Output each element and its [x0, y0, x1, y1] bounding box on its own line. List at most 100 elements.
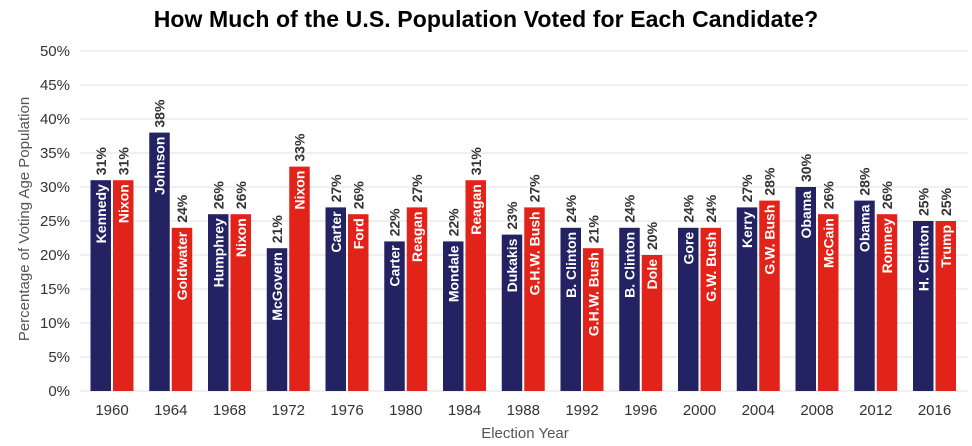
bar-republican-2012 — [876, 214, 898, 391]
bar-value-label: 21% — [585, 215, 601, 244]
bar-candidate-label: Nixon — [292, 171, 308, 210]
bar-value-label: 25% — [915, 187, 931, 216]
bar-value-label: 22% — [445, 208, 461, 237]
bar-value-label: 31% — [468, 147, 484, 176]
bar-candidate-label: G.H.W. Bush — [585, 252, 601, 336]
y-axis-label: Percentage of Voting Age Population — [16, 97, 33, 341]
bar-candidate-label: H. Clinton — [915, 225, 931, 291]
bar-candidate-label: Nixon — [115, 184, 131, 223]
bar-candidate-label: Obama — [798, 191, 814, 239]
x-tick-label: 2012 — [859, 402, 892, 419]
x-tick-label: 1972 — [272, 402, 305, 419]
x-tick-label: 1968 — [213, 402, 246, 419]
x-tick-label: 2000 — [683, 402, 716, 419]
x-axis-label: Election Year — [481, 425, 569, 442]
bar-candidate-label: Goldwater — [174, 231, 190, 300]
bar-democrat-1988 — [501, 234, 523, 391]
bar-value-label: 38% — [152, 99, 168, 128]
bar-republican-2004 — [759, 200, 780, 391]
bar-candidate-label: Trump — [938, 225, 954, 268]
bar-democrat-1964 — [149, 132, 170, 391]
y-axis-ticks: 0% 5% 10% 15% 20% 25% 30% 35% 40% 45% 50% — [40, 43, 70, 400]
bar-value-label: 22% — [387, 208, 403, 237]
bar-candidate-label: Reagan — [468, 184, 484, 235]
bar-candidate-label: McGovern — [269, 252, 285, 320]
x-tick-label: 2016 — [918, 402, 951, 419]
y-tick-label: 30% — [40, 179, 70, 196]
bar-republican-1988 — [524, 207, 545, 391]
bar-republican-1996 — [641, 255, 663, 391]
bar-candidate-label: Johnson — [152, 137, 168, 195]
bar-candidate-label: Gore — [680, 232, 696, 265]
y-tick-label: 45% — [40, 77, 70, 94]
y-tick-label: 20% — [40, 247, 70, 264]
bar-value-label: 24% — [563, 194, 579, 223]
bar-candidate-label: Kennedy — [93, 184, 109, 243]
bar-candidate-label: Obama — [857, 204, 873, 252]
y-tick-label: 50% — [40, 43, 70, 60]
bar-candidate-label: B. Clinton — [622, 232, 638, 298]
x-tick-label: 2004 — [742, 402, 775, 419]
bar-value-label: 20% — [644, 221, 660, 250]
bar-candidate-label: Reagan — [409, 211, 425, 262]
bar-democrat-1984 — [443, 241, 464, 391]
bar-republican-2008 — [818, 214, 839, 391]
bar-republican-2000 — [700, 227, 721, 391]
x-axis-ticks: 1960 1964 1968 1972 1976 1980 1984 1988 1992 1996… — [95, 402, 951, 419]
x-tick-label: 2008 — [800, 402, 833, 419]
y-tick-label: 5% — [48, 349, 70, 366]
bar-value-label: 31% — [93, 147, 109, 176]
bar-republican-1968 — [230, 214, 251, 391]
bar-democrat-1968 — [208, 214, 229, 391]
bar-candidate-label: G.W. Bush — [762, 205, 778, 275]
bar-republican-1984 — [465, 180, 486, 391]
bar-value-label: 21% — [269, 215, 285, 244]
bar-value-label: 26% — [820, 181, 836, 210]
bar-republican-1960 — [113, 180, 134, 391]
bar-candidate-label: Nixon — [233, 218, 249, 257]
bar-value-label: 27% — [328, 174, 344, 203]
bar-candidate-label: Kerry — [739, 211, 755, 248]
x-tick-label: 1996 — [624, 402, 657, 419]
bar-value-label: 27% — [409, 174, 425, 203]
bar-democrat-1960 — [90, 180, 111, 391]
bar-democrat-1980 — [384, 241, 405, 391]
bar-democrat-1972 — [266, 248, 288, 391]
bar-candidate-label: Ford — [350, 218, 366, 249]
bar-candidate-label: Humphrey — [210, 218, 226, 287]
y-tick-label: 35% — [40, 145, 70, 162]
bar-value-label: 26% — [210, 181, 226, 210]
bar-republican-2016 — [935, 221, 956, 391]
bar-candidate-label: McCain — [820, 218, 836, 268]
y-tick-label: 25% — [40, 213, 70, 230]
bar-republican-1964 — [171, 227, 193, 391]
bar-value-label: 24% — [703, 194, 719, 223]
y-tick-label: 10% — [40, 315, 70, 332]
bar-republican-1980 — [406, 207, 428, 391]
bar-value-label: 27% — [527, 174, 543, 203]
x-tick-label: 1988 — [507, 402, 540, 419]
bar-democrat-1996 — [619, 227, 640, 391]
bar-democrat-1976 — [325, 207, 346, 391]
bar-value-label: 28% — [857, 167, 873, 196]
bar-candidate-label: Dukakis — [504, 238, 520, 292]
bar-candidate-label: Dole — [644, 259, 660, 290]
y-tick-label: 15% — [40, 281, 70, 298]
bars: Kennedy 31% Nixon 31% Johnson 38% Goldwater 24%… — [90, 99, 956, 391]
bar-republican-1972 — [289, 166, 310, 391]
bar-candidate-label: G.W. Bush — [703, 232, 719, 302]
bar-value-label: 26% — [879, 181, 895, 210]
bar-candidate-label: Romney — [879, 218, 895, 273]
bar-value-label: 30% — [798, 153, 814, 182]
bar-value-label: 28% — [762, 167, 778, 196]
bar-value-label: 27% — [739, 174, 755, 203]
x-tick-label: 1976 — [330, 402, 363, 419]
bar-candidate-label: Mondale — [445, 245, 461, 302]
bar-value-label: 26% — [233, 181, 249, 210]
bar-value-label: 31% — [115, 147, 131, 176]
y-tick-label: 40% — [40, 111, 70, 128]
bar-republican-1992 — [583, 248, 604, 391]
x-tick-label: 1980 — [389, 402, 422, 419]
x-tick-label: 1984 — [448, 402, 481, 419]
bar-candidate-label: Carter — [328, 211, 344, 253]
